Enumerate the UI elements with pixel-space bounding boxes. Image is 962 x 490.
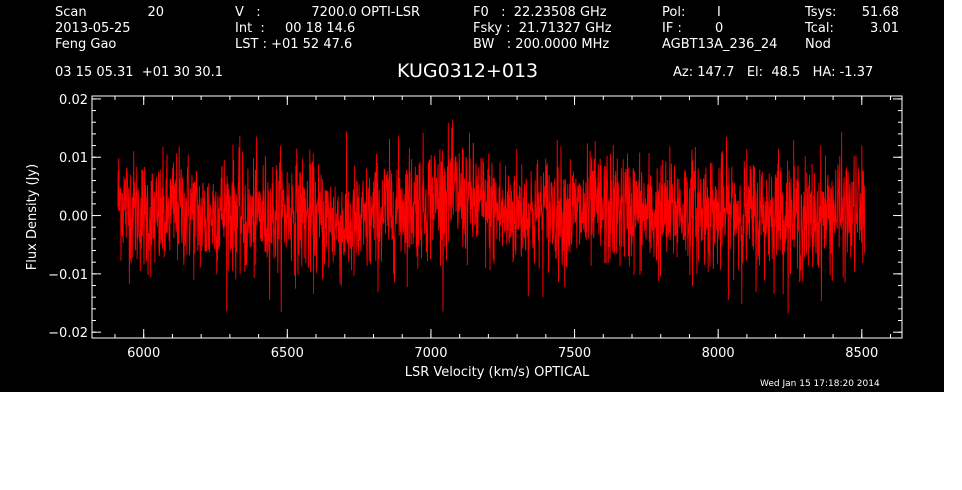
x-axis-label: LSR Velocity (km/s) OPTICAL	[405, 365, 590, 380]
tcal-label: Tcal:	[805, 21, 834, 36]
sky-frequency: Fsky : 21.71327 GHz	[473, 21, 612, 36]
tsys-label: Tsys:	[805, 5, 837, 20]
x-tick-label: 7000	[414, 346, 447, 361]
x-tick-label: 6500	[271, 346, 304, 361]
project-id: AGBT13A_236_24	[662, 37, 778, 52]
switching-mode: Nod	[805, 37, 831, 52]
spectrum-trace	[117, 119, 866, 314]
spectrum-series-line	[117, 119, 866, 314]
chart-title: KUG0312+013	[397, 60, 539, 82]
integration-value: 00 18 14.6	[285, 21, 356, 36]
observer-name: Feng Gao	[55, 37, 117, 52]
scan-number: 20	[147, 5, 164, 20]
velocity-label: V :	[235, 5, 261, 20]
lst-readout: LST : +01 52 47.6	[235, 37, 353, 52]
y-tick-label: 0.02	[59, 93, 88, 108]
if-value: 0	[715, 21, 724, 36]
bandwidth: BW : 200.0000 MHz	[473, 37, 610, 52]
y-tick-label: −0.01	[48, 268, 88, 283]
az-el-ha-readout: Az: 147.7 El: 48.5 HA: -1.37	[673, 65, 874, 80]
plot-timestamp: Wed Jan 15 17:18:20 2014	[760, 379, 880, 389]
integration-label: Int :	[235, 21, 265, 36]
y-tick-label: 0.00	[59, 210, 88, 225]
polarization-label: Pol:	[662, 5, 686, 20]
source-coordinates: 03 15 05.31 +01 30 30.1	[55, 65, 224, 80]
x-tick-label: 7500	[558, 346, 591, 361]
y-axis-label: Flux Density (Jy)	[25, 164, 40, 270]
spectrum-chart: −0.02 −0.01 0.00 0.01 0.02 6000 6500 7000 7500 8…	[25, 93, 903, 380]
x-axis-ticks: 6000 6500 7000 7500 8000 8500	[114, 96, 892, 361]
scan-label: Scan	[55, 5, 87, 20]
x-tick-label: 8500	[845, 346, 878, 361]
y-tick-label: −0.02	[48, 326, 88, 341]
y-axis-ticks: −0.02 −0.01 0.00 0.01 0.02	[48, 93, 902, 341]
x-tick-label: 8000	[702, 346, 735, 361]
plot-frame	[91, 95, 903, 339]
velocity-value: 7200.0 OPTI-LSR	[311, 5, 420, 20]
x-tick-label: 6000	[127, 346, 160, 361]
tcal-value: 3.01	[870, 21, 899, 36]
tsys-value: 51.68	[861, 5, 899, 20]
polarization-value: I	[717, 5, 721, 20]
y-tick-label: 0.01	[59, 151, 88, 166]
observation-date: 2013-05-25	[55, 21, 131, 36]
spectrum-plot-window: Scan 20 2013-05-25 Feng Gao V : 7200.0 O…	[0, 0, 944, 392]
if-label: IF :	[662, 21, 682, 36]
rest-frequency: F0 : 22.23508 GHz	[473, 5, 607, 20]
